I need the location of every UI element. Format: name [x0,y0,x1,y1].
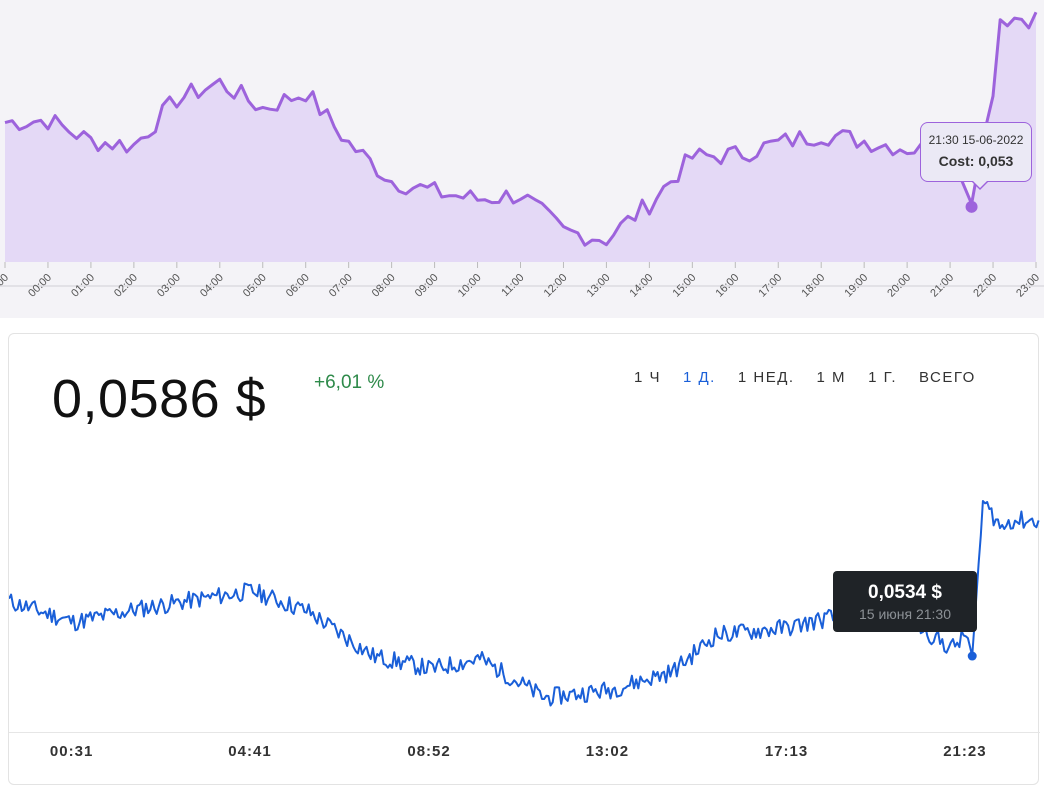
top-cost-chart[interactable]: 23:00 00:00 01:00 02:00 03:00 04:00 05:00 06:00… [0,0,1044,318]
range-button-0[interactable]: 1 Ч [634,369,662,386]
top-x-tick-label: 11:00 [499,272,526,299]
current-price: 0,0586 $ [52,369,267,429]
tooltip-date: 15 июня 21:30 [858,606,952,622]
price-card: 0,0586 $ +6,01 % 1 Ч 1 Д. 1 НЕД. 1 М 1 Г. ВСЕ… [8,333,1040,787]
price-x-tick-label: 17:13 [764,743,809,760]
tooltip-arrow [971,180,989,190]
price-x-tick-label: 13:02 [585,743,630,760]
price-x-tick-label: 21:23 [943,743,987,760]
top-chart-tooltip: 21:30 15-06-2022 Cost: 0,053 [920,122,1032,190]
range-button-4[interactable]: 1 Г. [868,369,898,386]
tooltip-cost-value: 0,053 [978,153,1014,169]
tooltip-price: 0,0534 $ [868,582,942,603]
price-x-tick-label: 00:31 [49,743,94,760]
price-change: +6,01 % [314,372,385,393]
top-x-tick-label: 23:00 [0,272,11,300]
range-button-3[interactable]: 1 М [816,369,847,386]
price-highlight-point[interactable] [967,651,977,661]
cost-area-fill [5,12,1036,262]
price-chart-svg[interactable] [9,334,1040,732]
cost-series-line [4,11,1038,247]
top-highlight-point[interactable] [965,200,978,213]
tooltip-time: 21:30 15-06-2022 [928,133,1024,147]
range-button-1[interactable]: 1 Д. [683,369,716,386]
tooltip-cost: Cost: 0,053 [921,153,1031,169]
price-x-tick-label: 04:41 [228,743,272,760]
range-button-2[interactable]: 1 НЕД. [737,369,795,386]
price-tooltip: 0,0534 $ 15 июня 21:30 [833,571,977,632]
tooltip-cost-label: Cost: [938,153,975,169]
range-selector: 1 Ч 1 Д. 1 НЕД. 1 М 1 Г. ВСЕГО [634,369,998,386]
top-chart-svg[interactable]: 23:00 00:00 01:00 02:00 03:00 04:00 05:00 06:00… [0,0,1044,318]
price-chart-x-axis: 00:31 04:41 08:52 13:02 17:13 21:23 [9,732,1040,787]
range-button-5[interactable]: ВСЕГО [919,369,976,386]
price-x-tick-label: 08:52 [407,743,451,760]
